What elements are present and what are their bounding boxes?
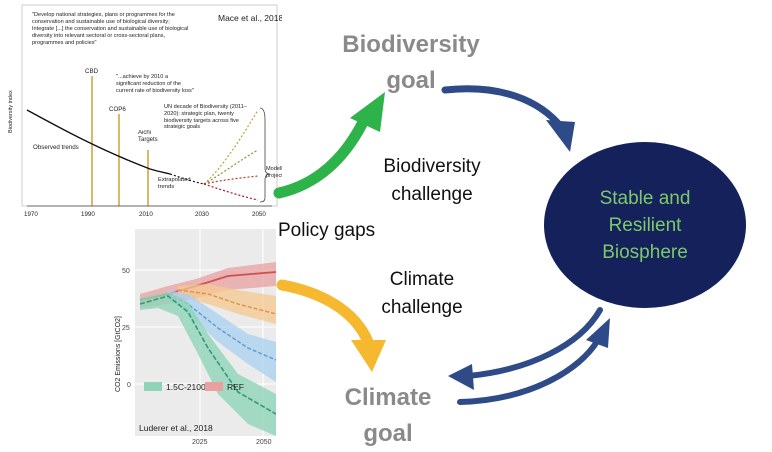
y-tick-50: 50 — [122, 268, 130, 275]
biodiversity-goal-label: Biodiversity goal — [342, 31, 480, 94]
x-tick-2050: 2050 — [256, 439, 272, 446]
y-tick-0: 0 — [127, 382, 131, 389]
cbd-quote: "Develop national strategies, plans or p… — [32, 12, 189, 46]
x-tick-2010: 2010 — [139, 211, 153, 218]
observed-trends-label: Observed trends — [33, 144, 79, 151]
cbd-label: CBD — [85, 68, 99, 75]
biodiversity-index-axis-label: Biodiversity index — [8, 90, 14, 133]
policy-gaps-label: Policy gaps — [278, 220, 376, 241]
mace-citation: Mace et al., 2018 — [218, 13, 282, 23]
luderer-citation: Luderer et al., 2018 — [139, 423, 213, 433]
cop6-label: COP6 — [109, 106, 126, 113]
biodiversity-panel: Mace et al., 2018 "Develop national stra… — [8, 4, 282, 218]
x-tick-1970: 1970 — [24, 211, 38, 218]
co2-axis-label: CO2 Emissions [GtCO2] — [115, 316, 122, 392]
modelled-projections-label: Modelled projections — [266, 166, 282, 179]
x-tick-2030: 2030 — [195, 211, 209, 218]
stable-resilient-biosphere: Stable and Resilient Biosphere — [544, 142, 746, 308]
y-tick-25: 25 — [122, 325, 130, 332]
climate-panel: CO2 Emissions [GtCO2] 50 25 0 1.5C-2100 … — [108, 224, 276, 446]
x-tick-2025: 2025 — [192, 439, 208, 446]
climate-challenge-arrow — [276, 279, 374, 348]
x-tick-1990: 1990 — [81, 211, 95, 218]
2010-target-quote: "...achieve by 2010 a significant reduct… — [116, 74, 194, 94]
biosphere-label: Stable and Resilient Biosphere — [599, 187, 691, 263]
extrapolated-trends-label: Extrapolated trends — [158, 177, 191, 190]
x-tick-2050: 2050 — [252, 211, 266, 218]
legend-1-5c: 1.5C-2100 — [166, 382, 206, 392]
goal-to-biosphere-arrow — [441, 85, 566, 132]
un-decade-note: UN decade of Biodiversity (2011–2020): s… — [164, 104, 247, 131]
legend-ref: REF — [227, 382, 244, 392]
biodiversity-challenge-label: Biodiversity challenge — [383, 156, 481, 205]
climate-goal-label: Climate goal — [344, 384, 432, 447]
climate-to-biosphere-arrow — [457, 337, 601, 405]
aichi-label: Aichi Targets — [138, 130, 158, 143]
biosphere-to-climate-arrow — [465, 307, 603, 379]
climate-challenge-label: Climate challenge — [381, 269, 463, 318]
biodiversity-challenge-arrow — [273, 112, 371, 199]
